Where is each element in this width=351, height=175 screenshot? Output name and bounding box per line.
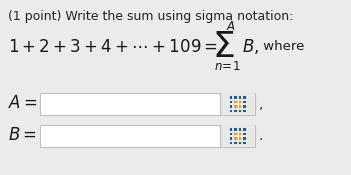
Bar	[234, 128, 237, 131]
Text: $1+2+3+4+\cdots+109=$: $1+2+3+4+\cdots+109=$	[8, 38, 218, 55]
Bar	[234, 110, 237, 112]
Bar	[243, 100, 245, 103]
Bar	[230, 137, 232, 139]
Bar	[234, 105, 237, 107]
Bar	[243, 128, 245, 131]
Text: where: where	[259, 40, 304, 54]
Bar	[238, 110, 241, 112]
Text: $n\!=\!1$: $n\!=\!1$	[214, 61, 240, 74]
Text: .: .	[259, 129, 263, 143]
Bar	[238, 132, 241, 135]
Bar	[230, 142, 232, 144]
Bar	[238, 128, 241, 131]
Bar	[234, 96, 237, 99]
Bar	[243, 110, 245, 112]
Bar	[243, 142, 245, 144]
Bar	[243, 105, 245, 107]
Bar	[220, 125, 255, 147]
Bar	[243, 137, 245, 139]
Bar	[243, 132, 245, 135]
Bar	[230, 105, 232, 107]
Bar	[40, 93, 255, 115]
Bar	[238, 105, 241, 107]
Bar	[230, 96, 232, 99]
Bar	[238, 137, 241, 139]
Text: (1 point) Write the sum using sigma notation:: (1 point) Write the sum using sigma nota…	[8, 10, 293, 23]
Bar	[238, 96, 241, 99]
Text: $A=$: $A=$	[8, 96, 38, 113]
Bar	[40, 125, 255, 147]
Bar	[230, 100, 232, 103]
Bar	[230, 110, 232, 112]
Bar	[230, 132, 232, 135]
Bar	[243, 96, 245, 99]
Text: $\Sigma$: $\Sigma$	[212, 30, 234, 64]
Bar	[234, 137, 237, 139]
Text: $B=$: $B=$	[8, 128, 37, 145]
Text: $B,$: $B,$	[242, 37, 259, 57]
Bar	[234, 132, 237, 135]
Bar	[234, 100, 237, 103]
Text: $A$: $A$	[226, 20, 236, 33]
Bar	[220, 93, 255, 115]
Text: ,: ,	[259, 97, 263, 111]
Bar	[230, 128, 232, 131]
Bar	[238, 100, 241, 103]
Bar	[238, 142, 241, 144]
Bar	[234, 142, 237, 144]
